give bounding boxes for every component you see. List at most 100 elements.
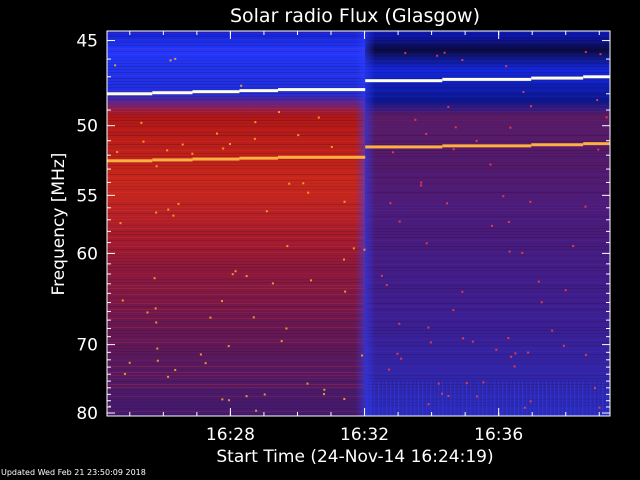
interference-dot	[142, 140, 145, 143]
interference-dot	[436, 54, 439, 57]
texture-stripe	[107, 366, 366, 367]
interference-dot	[245, 395, 248, 398]
texture-stripe	[365, 99, 610, 100]
texture-stripe	[107, 222, 366, 223]
texture-stripe	[107, 213, 366, 214]
texture-stripe	[107, 390, 366, 391]
texture-stripe	[365, 234, 610, 235]
interference-dot	[240, 84, 243, 87]
interference-dot	[495, 348, 498, 351]
texture-stripe	[365, 210, 610, 211]
texture-stripe	[107, 66, 366, 67]
texture-stripe	[107, 39, 366, 40]
texture-stripe	[107, 327, 366, 328]
texture-stripe	[107, 336, 366, 337]
texture-stripe	[365, 165, 610, 166]
texture-stripe	[365, 312, 610, 313]
x-tick-label: 16:28	[206, 425, 255, 445]
texture-stripe	[365, 54, 610, 55]
texture-stripe	[107, 276, 366, 277]
texture-stripe	[107, 372, 366, 373]
emission-line-segment	[107, 159, 153, 163]
texture-stripe	[365, 399, 610, 400]
texture-stripe	[542, 381, 544, 416]
interference-dot	[584, 205, 587, 208]
texture-stripe	[386, 381, 388, 416]
texture-stripe	[107, 405, 366, 406]
texture-stripe	[107, 33, 366, 34]
texture-stripe	[107, 282, 366, 283]
texture-stripe	[107, 195, 366, 196]
texture-stripe	[107, 207, 366, 208]
interference-dot	[265, 210, 268, 213]
interference-dot	[465, 382, 468, 385]
texture-stripe	[107, 234, 366, 235]
emission-line-segment	[152, 91, 193, 95]
texture-stripe	[498, 381, 500, 416]
interference-dot	[177, 202, 180, 205]
texture-stripe	[107, 399, 366, 400]
interference-dot	[584, 353, 587, 356]
texture-stripe	[107, 54, 366, 55]
emission-line-segment	[365, 145, 443, 149]
interference-dot	[310, 279, 313, 282]
texture-stripe	[522, 381, 524, 416]
interference-dot	[502, 195, 505, 198]
texture-stripe	[365, 240, 610, 241]
texture-stripe	[365, 384, 610, 385]
interference-dot	[471, 340, 474, 343]
texture-stripe	[107, 111, 366, 112]
texture-stripe	[365, 84, 610, 85]
emission-line-segment	[442, 77, 532, 81]
texture-stripe	[107, 180, 366, 181]
texture-stripe	[365, 249, 610, 250]
updated-timestamp: Updated Wed Feb 21 23:50:09 2018	[1, 468, 146, 477]
interference-dot	[344, 290, 347, 293]
texture-stripe	[365, 285, 610, 286]
interference-dot	[209, 316, 212, 319]
interference-dot	[330, 145, 333, 148]
texture-stripe	[107, 237, 366, 238]
texture-stripe	[365, 222, 610, 223]
interference-dot	[427, 403, 430, 406]
interference-dot	[114, 64, 117, 67]
texture-stripe	[365, 354, 610, 355]
texture-stripe	[107, 93, 366, 94]
interference-dot	[174, 57, 177, 60]
interference-dot	[398, 322, 401, 325]
texture-stripe	[570, 381, 572, 416]
texture-stripe	[107, 57, 366, 58]
texture-stripe	[107, 246, 366, 247]
interference-dot	[307, 191, 310, 194]
interference-dot	[361, 354, 364, 357]
texture-stripe	[365, 57, 610, 58]
interference-dot	[156, 347, 159, 350]
interference-dot	[255, 409, 258, 412]
texture-stripe	[365, 276, 610, 277]
texture-stripe	[365, 228, 610, 229]
texture-stripe	[107, 279, 366, 280]
texture-stripe	[378, 381, 380, 416]
texture-stripe	[107, 84, 366, 85]
texture-stripe	[365, 63, 610, 64]
texture-stripe	[107, 201, 366, 202]
interference-dot	[527, 351, 530, 354]
texture-stripe	[365, 87, 610, 88]
interference-dot	[216, 132, 219, 135]
texture-stripe	[107, 204, 366, 205]
interference-dot	[271, 282, 274, 285]
interference-dot	[447, 105, 450, 108]
interference-dot	[254, 121, 257, 124]
interference-dot	[155, 211, 158, 214]
texture-stripe	[365, 156, 610, 157]
texture-stripe	[107, 126, 366, 127]
spectrogram-post-event-region	[365, 31, 610, 416]
texture-stripe	[107, 72, 366, 73]
texture-stripe	[406, 381, 408, 416]
spectrogram-plot	[107, 31, 610, 416]
interference-dot	[174, 369, 177, 372]
interference-dot	[343, 200, 346, 203]
texture-stripe	[107, 225, 366, 226]
texture-stripe	[365, 45, 610, 46]
